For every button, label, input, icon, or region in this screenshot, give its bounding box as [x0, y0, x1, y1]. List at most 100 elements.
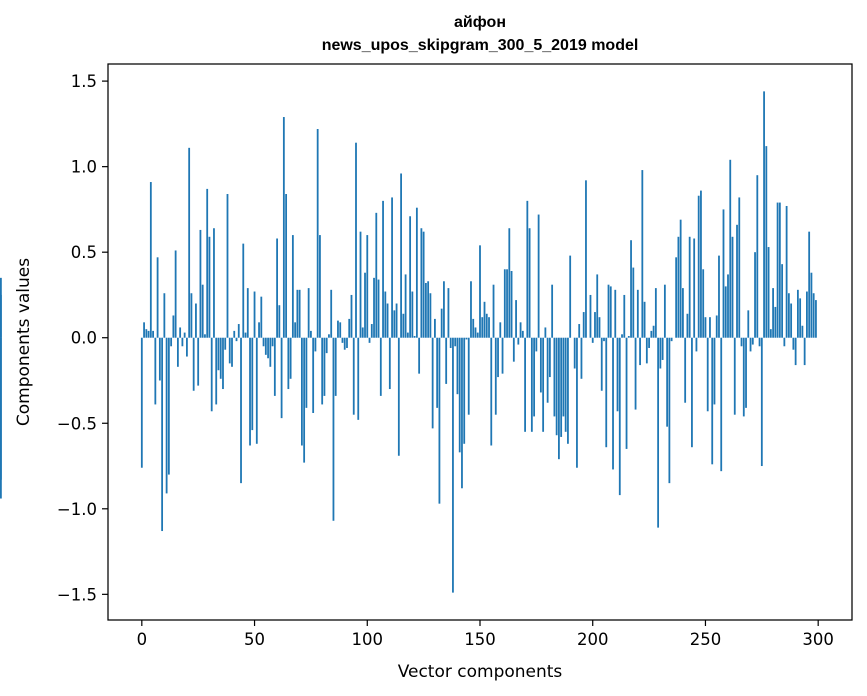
bar [659, 337, 662, 369]
bar [510, 271, 513, 338]
y-tick-label: 1.5 [71, 72, 97, 91]
x-tick-label: 300 [802, 630, 834, 649]
bar [783, 337, 786, 347]
bar [567, 337, 569, 444]
bar [627, 336, 630, 338]
bar [648, 337, 650, 348]
bar [688, 236, 691, 338]
bar [319, 235, 321, 338]
bar [454, 337, 457, 347]
bar [778, 202, 781, 338]
bar [195, 303, 197, 338]
bars-group [0, 91, 817, 593]
x-axis-label: Vector components [398, 662, 563, 682]
bar [663, 284, 666, 338]
bar [526, 200, 529, 338]
bar [544, 327, 547, 338]
y-axis-label: Components values [14, 258, 34, 426]
bar [492, 284, 495, 338]
bar [704, 317, 707, 338]
bar [337, 320, 339, 338]
bar [558, 337, 560, 460]
bar [697, 195, 700, 338]
bar [560, 337, 563, 437]
bar [693, 238, 696, 338]
y-axis-ticks: 1.5 1.0 0.5 0.0 −0.5 −1.0 −1.5 [57, 72, 108, 604]
bar [722, 209, 725, 338]
bar [625, 337, 628, 449]
bar [751, 337, 754, 345]
bar [262, 337, 265, 347]
bar [418, 337, 421, 374]
bar [161, 337, 164, 532]
x-tick-label: 50 [244, 630, 265, 649]
bar [740, 337, 743, 347]
bar [298, 289, 301, 338]
bar [201, 284, 204, 338]
bar [598, 317, 601, 338]
bar [465, 337, 468, 340]
bar [278, 305, 281, 338]
bar [285, 194, 288, 338]
bar [614, 289, 617, 338]
bar [406, 332, 409, 338]
bar [515, 300, 517, 338]
bar [481, 317, 484, 338]
bar [787, 293, 790, 338]
bar [654, 288, 657, 338]
bar [438, 337, 441, 504]
bar [749, 337, 752, 352]
bar [661, 337, 664, 360]
bar [255, 337, 258, 444]
bar [555, 337, 558, 436]
bar [600, 337, 603, 391]
bar [488, 317, 490, 338]
bar [240, 337, 242, 484]
bar [808, 231, 811, 338]
bar [551, 284, 554, 338]
bar [763, 91, 765, 338]
bar [501, 337, 504, 374]
bar [548, 337, 551, 378]
bar [616, 337, 619, 412]
bar [803, 337, 806, 366]
bar [391, 197, 393, 338]
bar [497, 337, 499, 378]
bar [384, 291, 387, 338]
bar [585, 180, 587, 338]
bar [781, 264, 784, 338]
bar [204, 334, 206, 338]
bar [186, 337, 188, 357]
bar [785, 205, 788, 338]
bar [165, 337, 168, 494]
bar [357, 337, 360, 420]
bar [323, 337, 326, 396]
bar [799, 298, 802, 338]
bar [213, 228, 215, 338]
bar [415, 207, 418, 338]
x-axis-ticks: 0 50 100 150 200 250 300 [137, 620, 834, 649]
bar [181, 337, 184, 347]
bar [226, 194, 229, 338]
bar [328, 334, 330, 338]
bar [427, 281, 430, 338]
bar [147, 330, 150, 338]
bar [341, 337, 344, 343]
bar [521, 330, 524, 338]
bar [711, 337, 714, 465]
bar [479, 245, 481, 338]
bar [666, 337, 669, 427]
bar [370, 324, 373, 338]
bar [273, 337, 276, 396]
plot-area-frame [107, 63, 853, 621]
bar [546, 337, 549, 403]
bar [176, 337, 179, 367]
bar [228, 337, 231, 364]
bar [364, 272, 366, 338]
bar [377, 279, 380, 338]
bar [754, 252, 756, 338]
bar [143, 322, 145, 338]
bar [404, 274, 407, 338]
bar [188, 147, 191, 338]
